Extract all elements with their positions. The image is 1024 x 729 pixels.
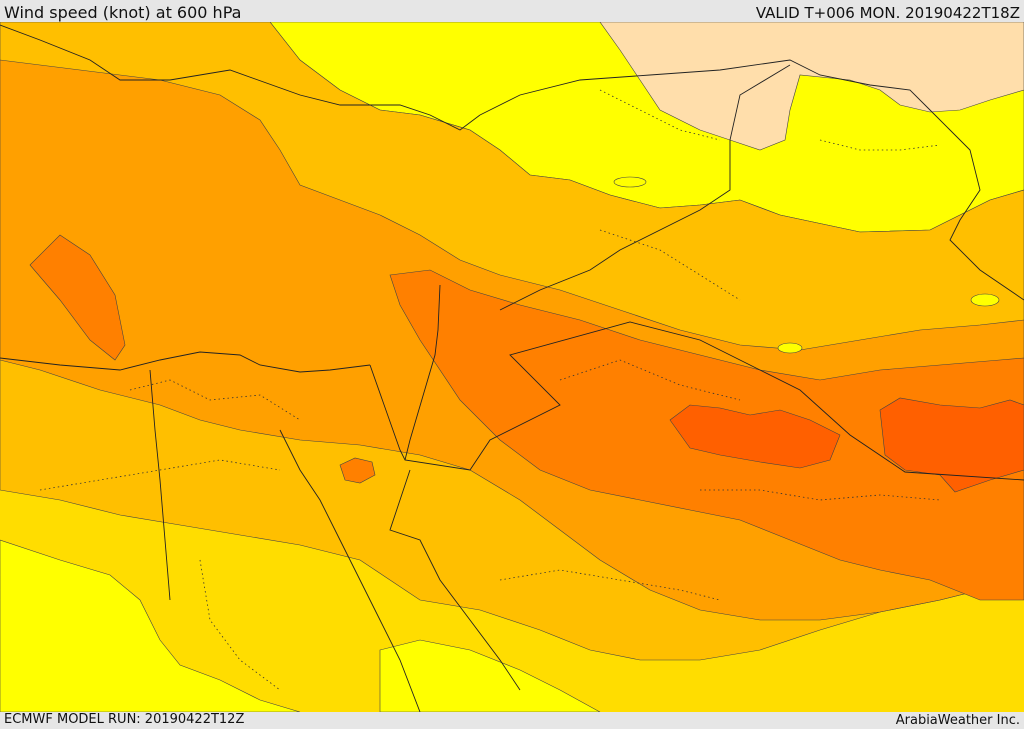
band-orange-dark-east [669, 404, 841, 469]
band-orange-dark-far-east [879, 397, 1024, 493]
coastline-red-sea-east [389, 469, 521, 691]
band-yellow-pocket-3 [613, 176, 647, 188]
wind-speed-map [0, 22, 1024, 712]
band-orange-west-cell [29, 234, 126, 361]
coastline-north-africa [0, 351, 371, 373]
header-bar: Wind speed (knot) at 600 hPa VALID T+006… [0, 0, 1024, 22]
footer-bar: ECMWF MODEL RUN: 20190422T12Z ArabiaWeat… [0, 712, 1024, 729]
border-lines [0, 24, 1024, 712]
border-jordan-iraq [479, 59, 1024, 301]
dotted-boundaries [39, 89, 941, 691]
band-orange-pocket [339, 457, 376, 484]
border-syria-iraq [499, 64, 791, 311]
coastline-israel [404, 284, 441, 461]
border-levant [369, 321, 1024, 481]
band-yellow-south [379, 639, 601, 712]
band-yellow-southwest [0, 539, 301, 712]
border-egypt-libya [149, 369, 171, 601]
band-yellow-pocket-1 [777, 342, 803, 354]
valid-time-label: VALID T+006 MON. 20190422T18Z [755, 4, 1020, 22]
coastline-red-sea-west [279, 429, 421, 712]
coastline-turkey [0, 24, 481, 131]
model-run-label: ECMWF MODEL RUN: 20190422T12Z [4, 712, 245, 727]
band-peach-northeast [599, 22, 1024, 151]
map-title: Wind speed (knot) at 600 hPa [4, 3, 242, 22]
band-yellow-pocket-2 [970, 293, 1000, 307]
credit-label: ArabiaWeather Inc. [895, 713, 1020, 728]
